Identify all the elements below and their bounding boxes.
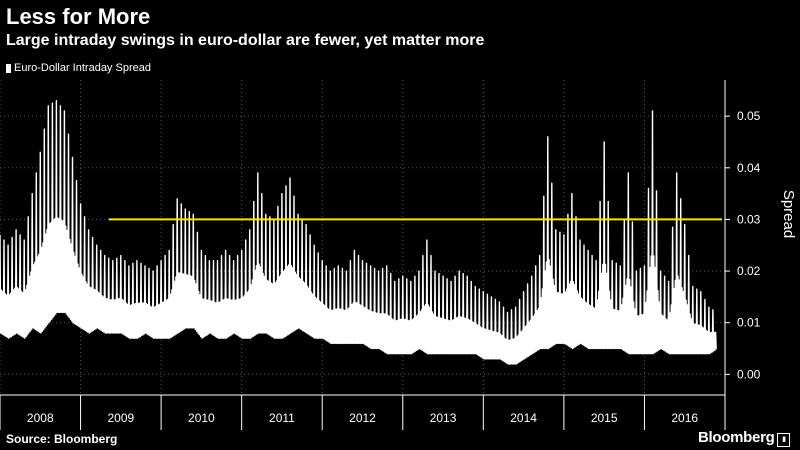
- y-tick-label: 0.05: [737, 109, 761, 123]
- x-tick-label: 2016: [671, 411, 698, 425]
- legend-label: Euro-Dollar Intraday Spread: [14, 62, 151, 74]
- x-tick-label: 2011: [269, 411, 295, 425]
- brand-name: Bloomberg: [698, 429, 775, 446]
- chart-title: Less for More: [6, 4, 151, 29]
- y-axis-label: Spread: [780, 190, 797, 238]
- x-tick-label: 2014: [510, 411, 537, 425]
- y-tick-label: 0.03: [737, 212, 761, 226]
- x-tick-label: 2009: [107, 411, 134, 425]
- x-tick-label: 2012: [349, 411, 376, 425]
- chart-subtitle: Large intraday swings in euro-dollar are…: [6, 32, 485, 49]
- y-tick-label: 0.02: [737, 264, 761, 278]
- y-tick-label: 0.01: [737, 316, 761, 330]
- legend-swatch: [6, 63, 11, 73]
- legend: Euro-Dollar Intraday Spread: [6, 62, 151, 74]
- x-tick-label: 2010: [188, 411, 215, 425]
- x-tick-label: 2013: [430, 411, 457, 425]
- y-tick-label: 0.04: [737, 161, 761, 175]
- x-tick-label: 2008: [27, 411, 54, 425]
- brand-logo: Bloomberg ▮: [698, 429, 791, 447]
- x-tick-label: 2015: [591, 411, 618, 425]
- series-euro-dollar-spread: [0, 100, 717, 365]
- source-note: Source: Bloomberg: [6, 432, 118, 446]
- brand-mark-icon: ▮: [777, 433, 791, 447]
- y-tick-label: 0.00: [737, 367, 761, 381]
